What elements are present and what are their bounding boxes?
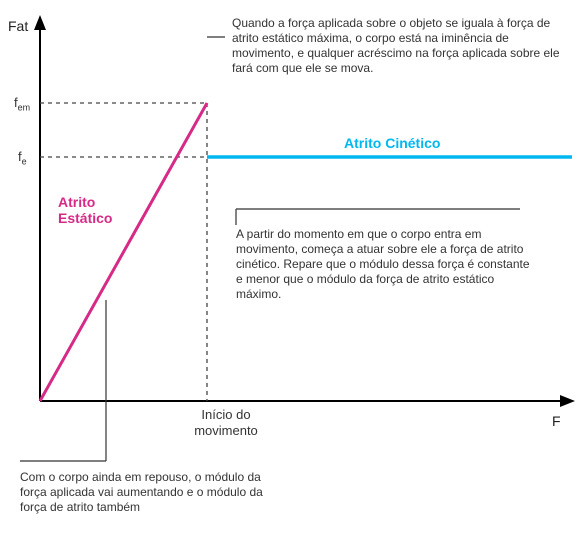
tick-fem: fem: [14, 95, 30, 113]
y-axis-arrow: [34, 15, 46, 30]
annotation-bottom: Com o corpo ainda em repouso, o módulo d…: [20, 470, 290, 515]
static-friction-line: [40, 103, 207, 401]
kinetic-series-label: Atrito Cinético: [344, 135, 440, 151]
y-axis-label: Fat: [8, 18, 28, 34]
x-axis-arrow: [560, 395, 575, 407]
tick-fe: fe: [18, 149, 27, 167]
x-axis-label: F: [552, 413, 561, 429]
static-series-label: Atrito Estático: [58, 194, 112, 226]
annotation-top: Quando a força aplicada sobre o objeto s…: [232, 16, 564, 76]
x-marker-label: Início do movimento: [176, 407, 276, 440]
annotation-middle: A partir do momento em que o corpo entra…: [236, 227, 530, 302]
